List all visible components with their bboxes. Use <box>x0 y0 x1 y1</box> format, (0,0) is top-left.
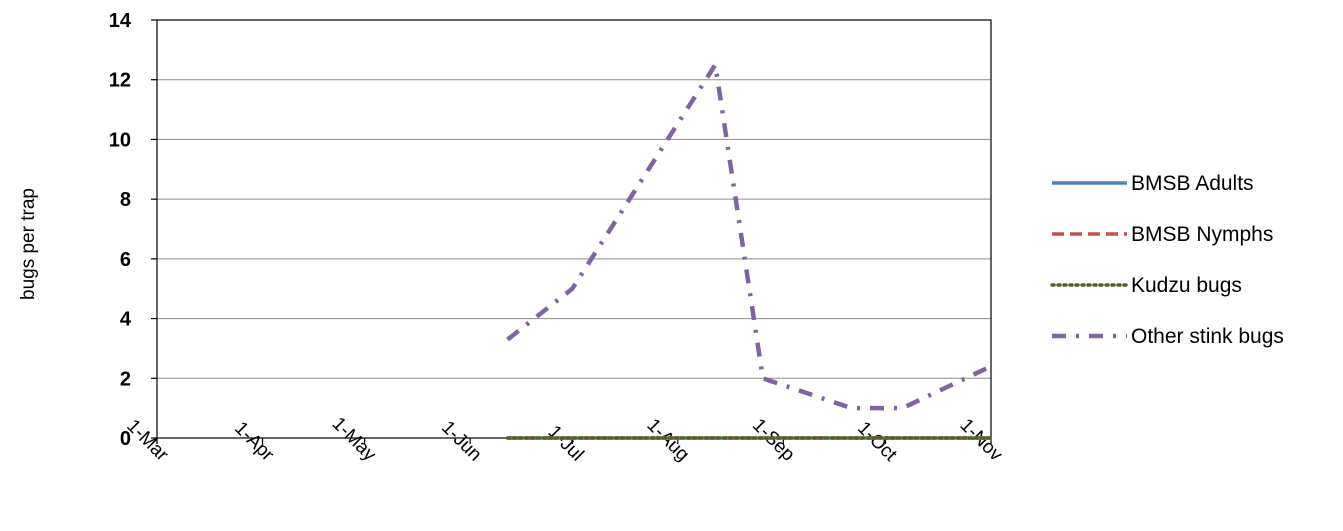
y-axis-title: bugs per trap <box>18 188 39 300</box>
y-tick-label: 12 <box>109 70 131 92</box>
y-tick-label: 10 <box>109 129 131 151</box>
y-tick-label: 4 <box>120 309 132 331</box>
y-tick-label: 8 <box>120 189 131 211</box>
series-line-other-stink-bugs <box>506 62 992 411</box>
legend-label: Kudzu bugs <box>1131 274 1242 297</box>
series-lines <box>505 62 993 440</box>
y-tick-label: 14 <box>109 10 132 32</box>
x-tick-label: 1-Oct <box>853 418 901 466</box>
x-tick-label: 1-May <box>328 413 381 466</box>
x-tick-label: 1-Aug <box>642 415 693 466</box>
y-tick-label: 6 <box>120 249 131 271</box>
gridlines <box>157 19 991 379</box>
legend-label: BMSB Nymphs <box>1131 223 1273 246</box>
legend: BMSB Adults BMSB Nymphs Kudzu bugs Other st… <box>1050 172 1284 348</box>
plot-area-border <box>156 19 992 439</box>
y-tick-label: 2 <box>120 368 131 390</box>
x-tick-label: 1-Apr <box>230 418 278 466</box>
legend-label: Other stink bugs <box>1131 325 1284 348</box>
legend-label: BMSB Adults <box>1131 172 1254 195</box>
x-tick-label: 1-Nov <box>956 415 1007 466</box>
x-tick-label: 1-Jul <box>544 422 588 466</box>
x-tick-label: 1-Sep <box>748 415 799 466</box>
y-tick-label: 0 <box>120 428 131 450</box>
y-axis-ticks: 0 2 4 6 8 10 12 14 <box>109 10 157 450</box>
x-tick-label: 1-Jun <box>437 417 485 465</box>
